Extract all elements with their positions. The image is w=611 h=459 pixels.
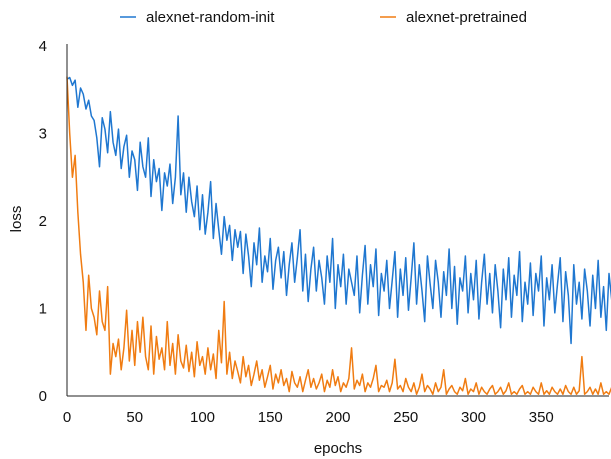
y-tick-label: 3	[39, 126, 47, 143]
series-line-alexnet-pretrained	[66, 76, 611, 395]
series-line-alexnet-random-init	[66, 76, 611, 345]
x-tick-label: 100	[190, 409, 215, 426]
series-layer	[66, 76, 611, 395]
x-tick-label: 250	[393, 409, 418, 426]
legend-label: alexnet-random-init	[146, 9, 275, 26]
y-tick-label: 1	[39, 301, 47, 318]
y-tick-label: 4	[39, 38, 47, 55]
x-tick-label: 50	[126, 409, 143, 426]
x-tick-label: 350	[529, 409, 554, 426]
x-tick-label: 0	[63, 409, 71, 426]
axes: 0 1 2 3 4 0 50 100 150 200 250 300 350	[39, 38, 609, 426]
y-tick-label: 2	[39, 213, 47, 230]
x-tick-label: 300	[461, 409, 486, 426]
legend-label: alexnet-pretrained	[406, 9, 527, 26]
y-axis-title: loss	[8, 206, 25, 233]
x-axis-title: epochs	[314, 440, 362, 457]
y-tick-label: 0	[39, 388, 47, 405]
x-tick-label: 150	[258, 409, 283, 426]
x-tick-label: 200	[325, 409, 350, 426]
legend: alexnet-random-init alexnet-pretrained	[120, 9, 527, 26]
